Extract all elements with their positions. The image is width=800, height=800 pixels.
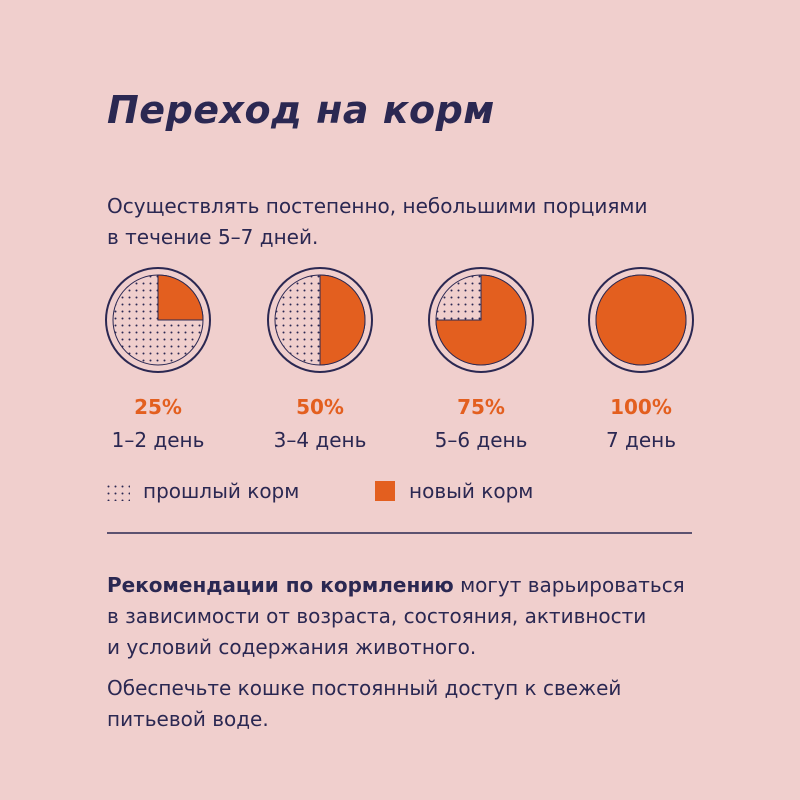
pie-new [595, 274, 687, 366]
day-label: 7 день [606, 428, 676, 452]
legend-new: новый корм [409, 479, 534, 503]
pie-new [319, 274, 366, 366]
legend-new-swatch [375, 481, 395, 501]
note-bold: Рекомендации по кормлению [107, 573, 454, 597]
percent-label: 50% [296, 395, 344, 419]
title: Переход на корм [107, 88, 495, 132]
pie-ring [267, 267, 373, 373]
legend-old: прошлый корм [143, 479, 300, 503]
subtitle-line: в течение 5–7 дней. [107, 225, 319, 249]
subtitle-line: Осуществлять постепенно, небольшими порц… [107, 194, 648, 218]
day-label: 3–4 день [274, 428, 367, 452]
day-label: 1–2 день [112, 428, 205, 452]
legend-old-swatch [106, 481, 130, 501]
note2-line: питьевой воде. [107, 707, 269, 731]
day-label: 5–6 день [435, 428, 528, 452]
note-line: и условий содержания животного. [107, 635, 477, 659]
pie-new [157, 274, 204, 321]
pie-new [435, 274, 527, 366]
percent-label: 75% [457, 395, 505, 419]
note-line: в зависимости от возраста, состояния, ак… [107, 604, 647, 628]
pie-ring [588, 267, 694, 373]
pie-ring [105, 267, 211, 373]
percent-label: 25% [134, 395, 182, 419]
note-line: могут варьироваться [460, 573, 685, 597]
pie-ring [428, 267, 534, 373]
note2-line: Обеспечьте кошке постоянный доступ к све… [107, 676, 622, 700]
percent-label: 100% [610, 395, 672, 419]
